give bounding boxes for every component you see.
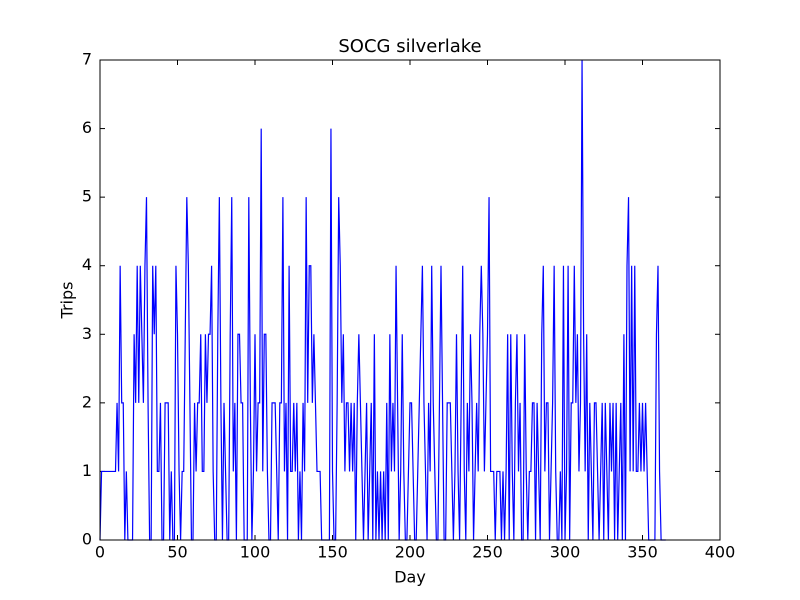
y-tick-label: 0 xyxy=(82,530,92,549)
y-tick-label: 3 xyxy=(82,324,92,343)
plot-frame xyxy=(99,59,721,541)
x-tick-label: 400 xyxy=(705,543,736,562)
x-tick-label: 250 xyxy=(472,543,503,562)
x-tick-label: 300 xyxy=(550,543,581,562)
x-tick-label: 200 xyxy=(395,543,426,562)
y-tick-label: 4 xyxy=(82,255,92,274)
y-tick-label: 5 xyxy=(82,187,92,206)
y-axis-label: Trips xyxy=(58,282,77,320)
x-tick-label: 350 xyxy=(627,543,658,562)
x-tick-label: 150 xyxy=(317,543,348,562)
y-tick-label: 6 xyxy=(82,118,92,137)
data-line xyxy=(99,59,666,541)
chart-title: SOCG silverlake xyxy=(338,36,481,57)
x-axis-label: Day xyxy=(394,568,426,587)
y-tick-label: 2 xyxy=(82,392,92,411)
x-tick-label: 50 xyxy=(167,543,187,562)
x-tick-label: 0 xyxy=(95,543,105,562)
y-tick-label: 7 xyxy=(82,50,92,69)
y-tick-label: 1 xyxy=(82,461,92,480)
x-tick-label: 100 xyxy=(240,543,271,562)
